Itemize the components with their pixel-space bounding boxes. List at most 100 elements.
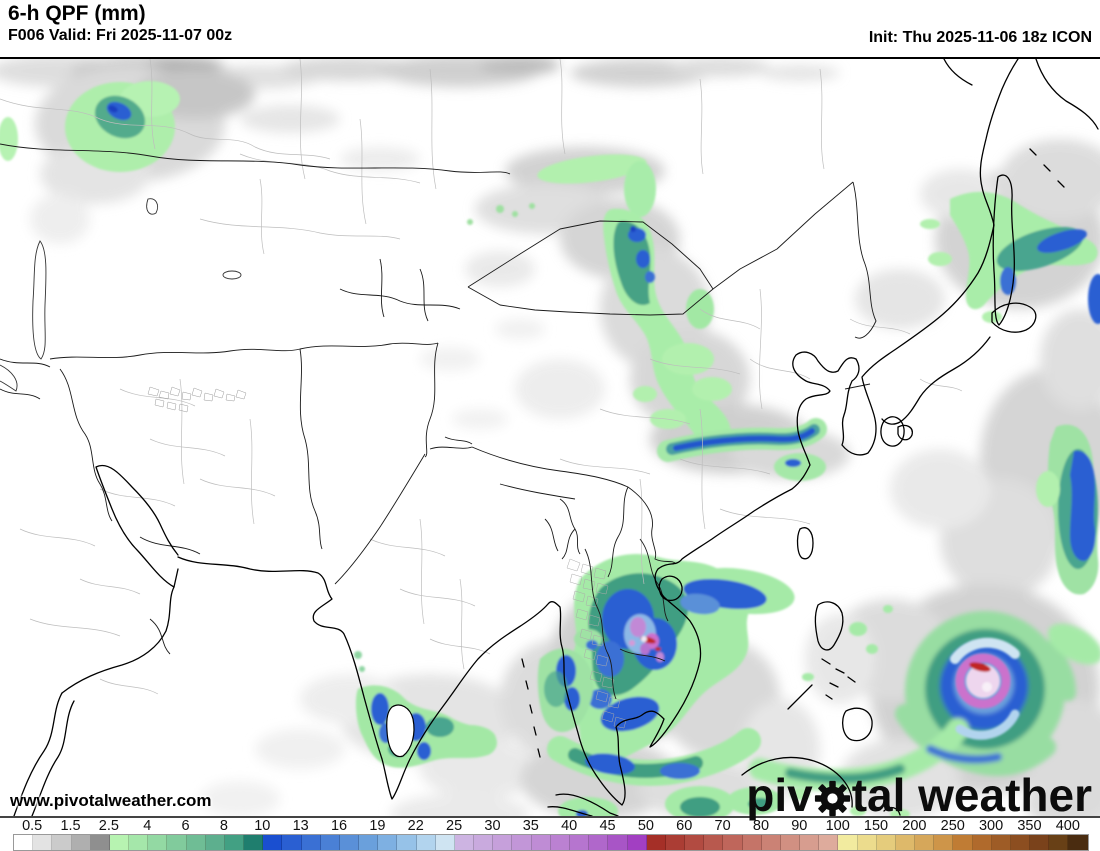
scale-cell <box>244 835 264 850</box>
scale-tick-label: 100 <box>825 818 850 834</box>
scale-cell <box>167 835 187 850</box>
valid-time-label: F006 Valid: Fri 2025-11-07 00z <box>8 27 233 45</box>
scale-cell <box>148 835 168 850</box>
scale-cell <box>224 835 245 850</box>
scale-cell <box>71 835 91 850</box>
country-borders-layer <box>0 143 877 700</box>
scale-tick-label: 70 <box>714 818 731 834</box>
scale-cell <box>550 835 570 850</box>
page-title: 6-h QPF (mm) <box>8 2 146 25</box>
scale-cell <box>800 835 820 850</box>
watermark-url[interactable]: www.pivotalweather.com <box>10 791 212 810</box>
scale-tick-label: 8 <box>219 818 228 834</box>
scale-cell <box>186 835 206 850</box>
scale-cell <box>589 835 609 850</box>
scale-tick-label: 16 <box>330 818 348 834</box>
scale-cell <box>1030 835 1050 850</box>
scale-cell <box>627 835 647 850</box>
scale-cell <box>52 835 72 850</box>
scale-cell <box>953 835 973 850</box>
scale-cell <box>416 835 436 850</box>
scale-tick-label: 4 <box>143 818 152 834</box>
scale-cell <box>454 835 475 850</box>
scale-cell <box>876 835 896 850</box>
scale-cell <box>761 835 781 850</box>
scale-cell <box>109 835 130 850</box>
logo-text-after: tal weather <box>851 769 1092 821</box>
lakes-layer <box>0 198 242 392</box>
admin-mesh-caucasus <box>147 386 247 413</box>
pivotal-weather-logo: piv tal weather <box>746 768 1092 822</box>
scale-tick-label: 200 <box>902 818 927 834</box>
scale-tick-label: 90 <box>791 818 808 834</box>
scale-cell <box>359 835 379 850</box>
admin-borders-layer <box>0 59 963 695</box>
scale-cell <box>991 835 1011 850</box>
scale-tick-label: 6 <box>181 818 190 834</box>
scale-tick-label: 25 <box>446 818 463 834</box>
scale-cell <box>608 835 628 850</box>
scale-cell <box>704 835 724 850</box>
scale-cell <box>90 835 110 850</box>
scale-cell <box>819 835 839 850</box>
scale-cell <box>33 835 53 850</box>
logo-text-before: piv <box>746 769 813 821</box>
scale-cell <box>780 835 801 850</box>
scale-cell <box>14 835 34 850</box>
scale-cell <box>646 835 666 850</box>
scale-cell <box>915 835 935 850</box>
scale-tick-label: 2.5 <box>98 818 119 834</box>
scale-tick-label: 0.5 <box>22 818 43 834</box>
scale-tick-label: 10 <box>254 818 271 834</box>
scale-tick-label: 150 <box>863 818 889 834</box>
scale-cell <box>205 835 225 850</box>
scale-tick-label: 45 <box>599 818 616 834</box>
scale-cell <box>972 835 992 850</box>
scale-cell <box>569 835 590 850</box>
scale-cell <box>838 835 858 850</box>
scale-tick-label: 300 <box>978 818 1004 834</box>
scale-tick-label: 22 <box>407 818 424 834</box>
scale-cell <box>1010 835 1031 850</box>
scale-tick-label: 400 <box>1055 818 1080 834</box>
scale-cell <box>665 835 686 850</box>
scale-cell <box>339 835 360 850</box>
weather-map <box>0 57 1100 818</box>
scale-cell <box>1068 835 1088 850</box>
scale-tick-label: 35 <box>522 818 539 834</box>
scale-cell <box>1049 835 1069 850</box>
srilanka-island <box>386 704 415 758</box>
scale-cell <box>378 835 398 850</box>
init-time-label: Init: Thu 2025-11-06 18z ICON <box>868 29 1092 46</box>
scale-tick-label: 19 <box>369 818 386 834</box>
map-header: 6-h QPF (mm) F006 Valid: Fri 2025-11-07 … <box>8 2 232 45</box>
scale-cell <box>435 835 455 850</box>
typhoon <box>749 611 1100 791</box>
scale-cell <box>723 835 743 850</box>
scale-tick-label: 350 <box>1017 818 1042 834</box>
scale-cell <box>531 835 551 850</box>
scale-cell <box>895 835 916 850</box>
scale-cell <box>263 835 283 850</box>
scale-tick-label: 250 <box>940 818 965 834</box>
gear-icon <box>814 780 850 816</box>
scale-cell <box>742 835 762 850</box>
scale-tick-label: 80 <box>752 818 770 834</box>
scale-cell <box>397 835 417 850</box>
scale-tick-label: 60 <box>676 818 693 834</box>
scale-cell <box>282 835 302 850</box>
scale-cell <box>301 835 321 850</box>
scale-cell <box>493 835 513 850</box>
precip-color-layer <box>0 81 1100 816</box>
scale-cell <box>512 835 532 850</box>
scale-tick-label: 1.5 <box>60 818 81 834</box>
scale-cell <box>934 835 954 850</box>
scale-tick-label: 50 <box>637 818 654 834</box>
scale-cell <box>857 835 877 850</box>
scale-cell <box>129 835 149 850</box>
scale-tick-label: 30 <box>484 818 501 834</box>
precip-color-scale: 0.5 1.5 2.5 4 6 8 10 13 16 19 22 25 30 35 40 45 50 60 70 80… <box>0 818 1100 851</box>
scale-cell <box>474 835 494 850</box>
scale-color-cells <box>13 834 1089 851</box>
coastlines-layer <box>13 59 1099 816</box>
